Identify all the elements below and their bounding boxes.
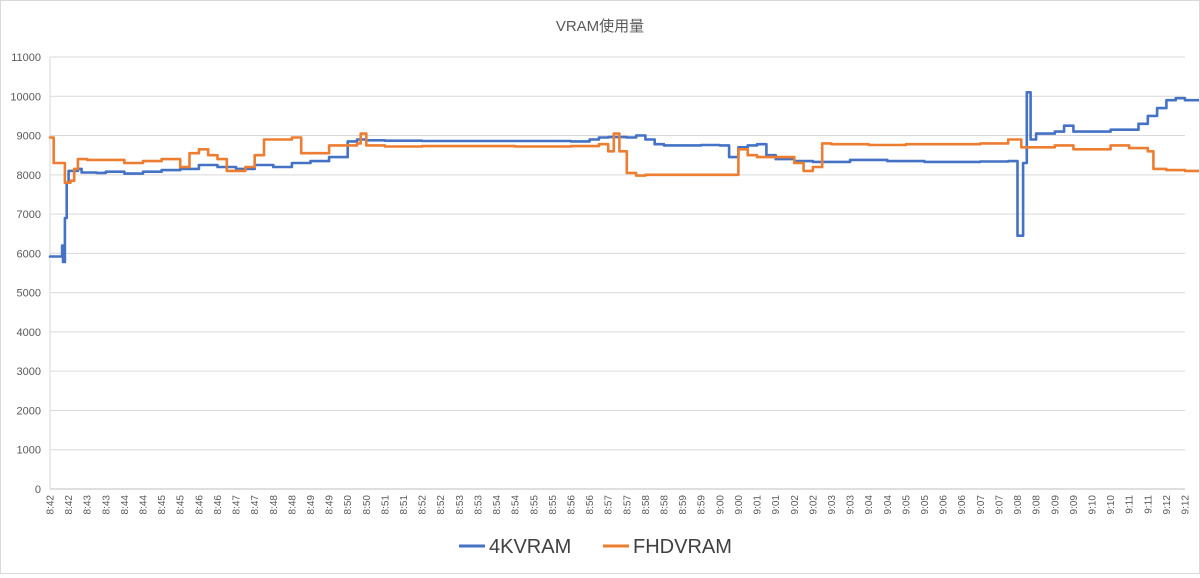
x-tick-label: 9:00 — [715, 495, 726, 515]
y-tick-label: 5000 — [17, 288, 41, 300]
y-tick-label: 0 — [35, 484, 41, 496]
x-tick-label: 8:46 — [194, 495, 205, 515]
y-tick-label: 11000 — [11, 52, 41, 64]
x-tick-label: 9:02 — [808, 495, 819, 515]
x-tick-label: 9:05 — [920, 495, 931, 515]
x-tick-label: 8:47 — [250, 495, 261, 515]
x-tick-label: 8:59 — [678, 495, 689, 515]
x-tick-label: 8:56 — [566, 495, 577, 515]
x-tick-label: 9:11 — [1143, 495, 1154, 514]
x-tick-label: 9:08 — [1013, 495, 1024, 515]
x-tick-label: 9:07 — [994, 495, 1005, 515]
x-tick-label: 9:10 — [1106, 495, 1117, 515]
x-tick-label: 8:46 — [213, 495, 224, 515]
x-tick-label: 9:12 — [1162, 495, 1173, 515]
x-tick-label: 8:43 — [101, 495, 112, 515]
y-tick-label: 7000 — [17, 209, 41, 221]
y-tick-label: 10000 — [10, 91, 41, 103]
x-tick-label: 8:48 — [269, 495, 280, 515]
legend: 4KVRAM FHDVRAM — [459, 536, 732, 558]
x-tick-label: 8:45 — [176, 495, 187, 515]
x-tick-label: 8:52 — [436, 495, 447, 515]
series-line-4kvram — [48, 91, 1200, 264]
x-tick-label: 9:04 — [883, 495, 894, 515]
x-tick-label: 8:51 — [399, 495, 410, 515]
x-tick-label: 9:05 — [901, 495, 912, 515]
series-line-fhdvram — [48, 132, 1200, 184]
y-tick-label: 3000 — [17, 366, 41, 378]
y-tick-label: 1000 — [17, 445, 41, 457]
y-tick-label: 8000 — [17, 170, 41, 182]
x-tick-label: 8:48 — [287, 495, 298, 515]
x-tick-label: 9:01 — [771, 495, 782, 515]
x-axis-tick-labels: 8:42 8:42 8:43 8:43 8:44 8:44 8:45 8:45 8:46 8:46… — [46, 495, 1192, 515]
series-lines — [48, 91, 1200, 264]
x-tick-label: 9:06 — [939, 495, 950, 515]
x-tick-label: 8:54 — [492, 495, 503, 515]
y-tick-label: 9000 — [17, 131, 41, 143]
x-tick-label: 9:09 — [1050, 495, 1061, 515]
x-tick-label: 9:07 — [976, 495, 987, 515]
x-tick-label: 9:09 — [1069, 495, 1080, 515]
x-tick-label: 8:58 — [641, 495, 652, 515]
x-tick-label: 8:53 — [455, 495, 466, 515]
x-tick-label: 8:47 — [232, 495, 243, 515]
x-tick-label: 8:55 — [529, 495, 540, 515]
x-tick-label: 8:51 — [380, 495, 391, 515]
x-tick-label: 9:03 — [827, 495, 838, 515]
x-tick-label: 8:42 — [64, 495, 75, 515]
x-tick-label: 9:03 — [846, 495, 857, 515]
x-tick-label: 9:04 — [864, 495, 875, 515]
y-tick-label: 2000 — [17, 405, 41, 417]
x-tick-label: 8:49 — [325, 495, 336, 515]
x-tick-label: 9:02 — [790, 495, 801, 515]
x-tick-label: 8:52 — [418, 495, 429, 515]
x-tick-label: 9:00 — [734, 495, 745, 515]
y-axis-tick-labels: 0 1000 2000 3000 4000 5000 6000 7000 8000 9000 100… — [10, 52, 41, 496]
chart-title: VRAM使用量 — [556, 18, 644, 35]
x-tick-label: 8:50 — [343, 495, 354, 515]
x-tick-label: 8:43 — [83, 495, 94, 515]
x-tick-label: 8:57 — [604, 495, 615, 515]
x-tick-label: 8:44 — [120, 495, 131, 515]
x-tick-label: 9:12 — [1181, 495, 1192, 515]
x-tick-label: 8:54 — [511, 495, 522, 515]
x-tick-label: 8:49 — [306, 495, 317, 515]
x-tick-label: 8:58 — [660, 495, 671, 515]
x-tick-label: 8:44 — [139, 495, 150, 515]
x-tick-label: 8:55 — [548, 495, 559, 515]
x-tick-label: 8:50 — [362, 495, 373, 515]
x-tick-label: 9:11 — [1125, 495, 1136, 514]
x-tick-label: 9:08 — [1032, 495, 1043, 515]
x-tick-label: 9:10 — [1087, 495, 1098, 515]
legend-label: 4KVRAM — [489, 536, 571, 558]
x-tick-label: 8:45 — [157, 495, 168, 515]
y-tick-label: 4000 — [17, 327, 41, 339]
x-tick-label: 8:59 — [697, 495, 708, 515]
legend-label: FHDVRAM — [633, 536, 732, 558]
x-tick-label: 8:42 — [46, 495, 57, 515]
x-tick-label: 9:06 — [957, 495, 968, 515]
x-tick-label: 9:01 — [753, 495, 764, 515]
x-tick-label: 8:56 — [585, 495, 596, 515]
x-tick-label: 8:57 — [622, 495, 633, 515]
x-tick-label: 8:53 — [473, 495, 484, 515]
y-tick-label: 6000 — [17, 248, 41, 260]
grid-lines — [49, 56, 1185, 490]
